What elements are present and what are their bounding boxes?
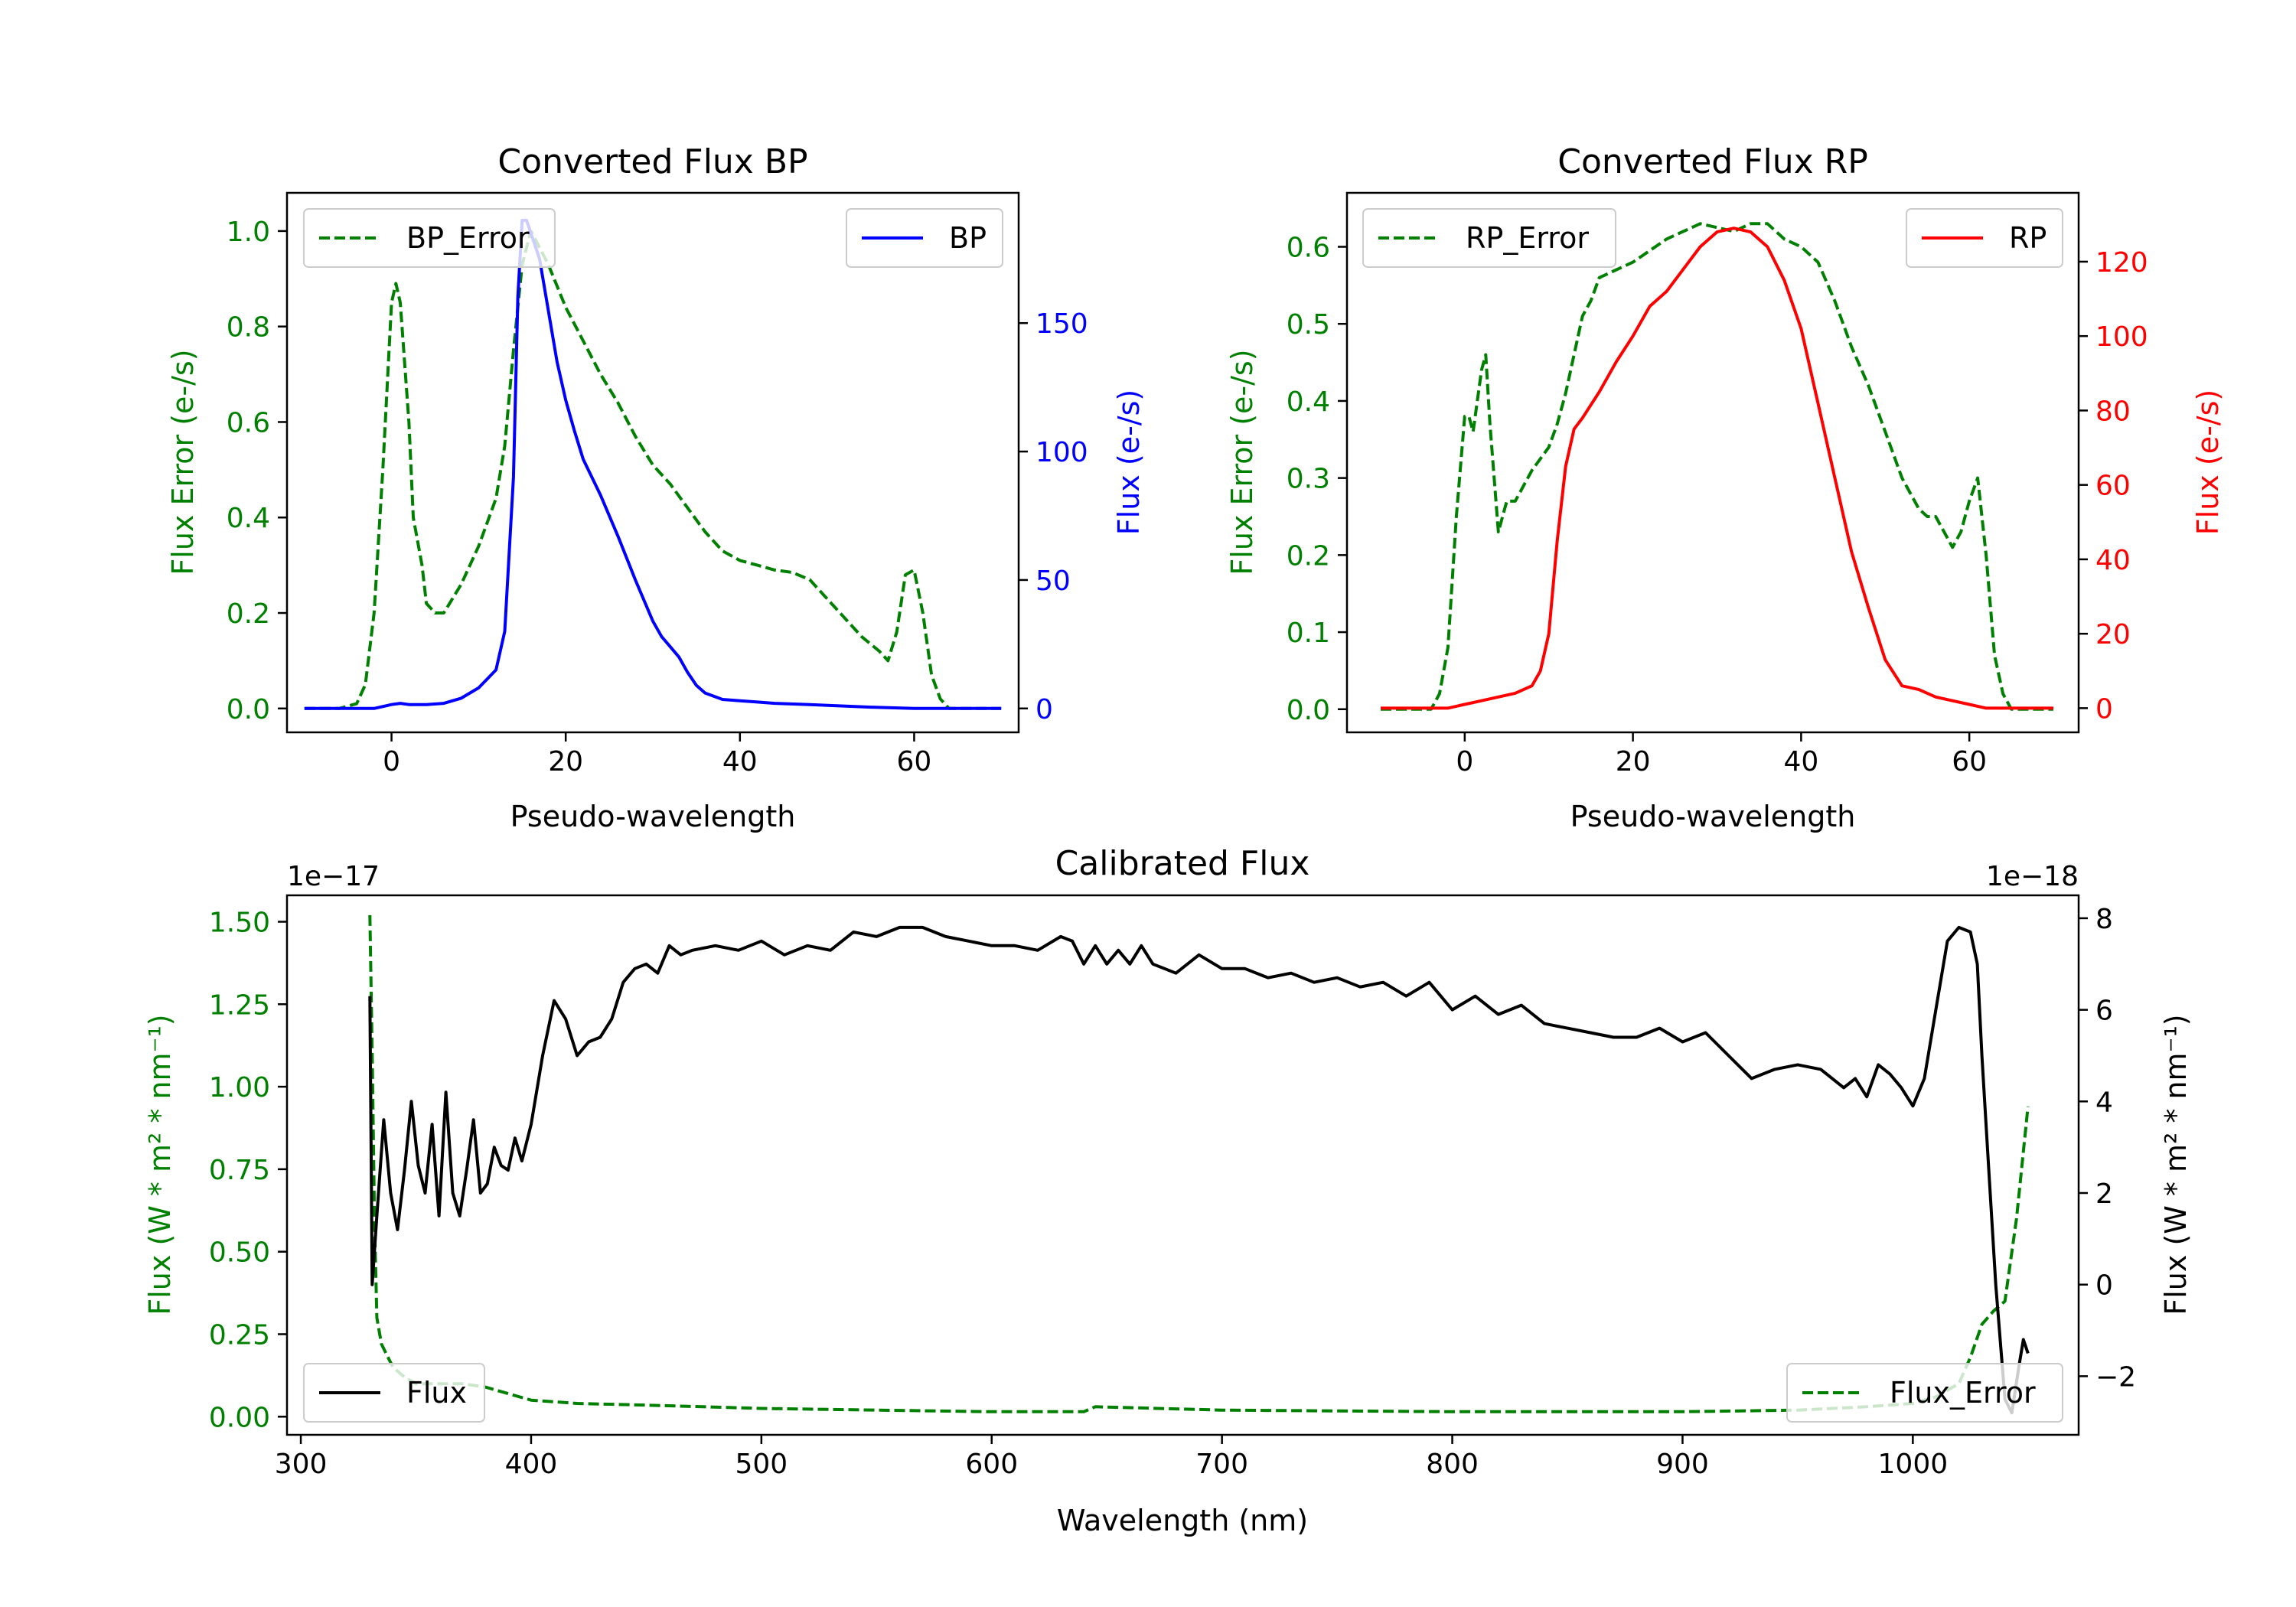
rp-x-tick-label: 0 <box>1456 746 1473 777</box>
rp-error-legend: RP_Error <box>1362 208 1616 268</box>
rp-right-y-tick-label: 100 <box>2095 321 2148 353</box>
calibrated-chart-panel: 300 400 500 600 700 800 900 1000 0.00 0.25 0.50 0.… <box>143 844 2193 1537</box>
left-axis-offset-label: 1e−17 <box>287 861 380 892</box>
bp-left-y-tick-label: 0.8 <box>227 312 270 344</box>
rp-rp-error-line <box>1381 222 2053 711</box>
rp-x-tick-label: 20 <box>1616 746 1651 777</box>
cal-x-tick-label: 400 <box>505 1449 558 1480</box>
bp-right-y-tick-label: 100 <box>1035 437 1088 468</box>
bp-legend: BP <box>846 208 1003 268</box>
rp-right-y-tick-label: 60 <box>2095 471 2131 502</box>
rp-left-y-tick-label: 0.2 <box>1287 540 1330 572</box>
cal-right-y-tick-label: 8 <box>2095 904 2113 935</box>
rp-left-y-tick-label: 0.4 <box>1287 386 1330 418</box>
cal-left-y-tick-label: 0.75 <box>209 1155 270 1186</box>
cal-right-y-tick-label: 0 <box>2095 1270 2113 1302</box>
rp-legend-label: RP <box>2009 221 2047 255</box>
cal-left-y-tick-label: 1.50 <box>209 907 270 938</box>
cal-left-y-tick-label: 1.00 <box>209 1072 270 1103</box>
bp-x-tick-label: 40 <box>722 746 758 777</box>
cal-x-tick-label: 800 <box>1426 1449 1479 1480</box>
cal-right-y-tick-label: 4 <box>2095 1087 2113 1118</box>
calibrated-chart-title: Calibrated Flux <box>1055 844 1310 883</box>
bp-x-tick-label: 0 <box>383 746 400 777</box>
bp-left-y-tick-label: 0.2 <box>227 598 270 630</box>
bp-error-legend: BP_Error <box>303 208 556 268</box>
rp-right-y-tick-label: 80 <box>2095 396 2131 427</box>
cal-x-tick-label: 300 <box>275 1449 328 1480</box>
rp-chart-panel: 0 20 40 60 0.0 0.1 0.2 0.3 0.4 0.5 0.6 0 20 40 60 80 1… <box>1225 142 2225 833</box>
bp-bp-line <box>304 218 1002 710</box>
bp-right-y-tick-label: 150 <box>1035 308 1088 340</box>
rp-rp-line <box>1381 227 2053 710</box>
rp-legend: RP <box>1906 208 2063 268</box>
cal-x-tick-label: 900 <box>1656 1449 1709 1480</box>
rp-right-y-axis-label: Flux (e-/s) <box>2191 390 2225 535</box>
bp-left-y-axis-label: Flux Error (e-/s) <box>166 349 200 575</box>
cal-right-y-tick-label: 6 <box>2095 996 2113 1027</box>
cal-left-y-tick-label: 0.50 <box>209 1237 270 1269</box>
rp-left-y-tick-label: 0.6 <box>1287 233 1330 264</box>
cal-flux-line <box>368 925 2030 1415</box>
flux-legend-label: Flux <box>406 1376 467 1410</box>
cal-x-tick-label: 500 <box>735 1449 788 1480</box>
bp-right-y-axis-label: Flux (e-/s) <box>1112 390 1146 535</box>
cal-right-y-tick-label: −2 <box>2095 1361 2136 1393</box>
bp-chart-panel: 0 20 40 60 0.0 0.2 0.4 0.6 0.8 1.0 0 50 100 150 Con… <box>166 142 1146 833</box>
rp-left-y-axis-label: Flux Error (e-/s) <box>1225 349 1259 575</box>
bp-x-axis-label: Pseudo-wavelength <box>510 800 796 833</box>
rp-right-y-tick-label: 0 <box>2095 693 2113 725</box>
rp-right-y-tick-label: 20 <box>2095 619 2131 650</box>
flux-error-legend-label: Flux_Error <box>1890 1376 2036 1410</box>
cal-left-y-tick-label: 0.00 <box>209 1402 270 1433</box>
bp-chart-title: Converted Flux BP <box>497 142 807 181</box>
bp-right-y-tick-label: 50 <box>1035 566 1071 597</box>
bp-right-y-tick-label: 0 <box>1035 694 1053 725</box>
flux-error-legend: Flux_Error <box>1786 1363 2063 1423</box>
calibrated-x-axis-label: Wavelength (nm) <box>1057 1504 1308 1537</box>
cal-left-y-tick-label: 1.25 <box>209 989 270 1021</box>
cal-x-tick-label: 1000 <box>1878 1449 1949 1480</box>
bp-bp-error-line <box>304 229 1002 710</box>
rp-left-y-tick-label: 0.5 <box>1287 309 1330 341</box>
bp-x-tick-label: 60 <box>897 746 932 777</box>
cal-x-tick-label: 600 <box>965 1449 1018 1480</box>
bp-left-y-tick-label: 0.0 <box>227 694 270 725</box>
rp-x-tick-label: 40 <box>1783 746 1818 777</box>
flux-legend: Flux <box>303 1363 485 1423</box>
rp-right-y-tick-label: 40 <box>2095 545 2131 576</box>
cal-right-y-tick-label: 2 <box>2095 1178 2113 1210</box>
bp-x-tick-label: 20 <box>548 746 583 777</box>
bp-left-y-tick-label: 1.0 <box>227 217 270 248</box>
rp-left-y-tick-label: 0.1 <box>1287 618 1330 649</box>
rp-right-y-tick-label: 120 <box>2095 247 2148 279</box>
rp-chart-title: Converted Flux RP <box>1557 142 1868 181</box>
bp-error-legend-label: BP_Error <box>406 221 530 255</box>
rp-x-axis-label: Pseudo-wavelength <box>1570 800 1856 833</box>
right-axis-offset-label: 1e−18 <box>1986 861 2079 892</box>
rp-left-y-tick-label: 0.0 <box>1287 695 1330 726</box>
cal-left-y-tick-label: 0.25 <box>209 1319 270 1351</box>
rp-x-tick-label: 60 <box>1952 746 1987 777</box>
calibrated-right-y-axis-label: Flux (W * m² * nm⁻¹) <box>2159 1014 2193 1315</box>
rp-left-y-tick-label: 0.3 <box>1287 464 1330 495</box>
bp-left-y-tick-label: 0.4 <box>227 503 270 534</box>
cal-x-tick-label: 700 <box>1195 1449 1248 1480</box>
bp-legend-label: BP <box>949 221 987 255</box>
rp-error-legend-label: RP_Error <box>1466 221 1589 255</box>
calibrated-left-y-axis-label: Flux (W * m² * nm⁻¹) <box>143 1014 177 1315</box>
bp-left-y-tick-label: 0.6 <box>227 407 270 438</box>
